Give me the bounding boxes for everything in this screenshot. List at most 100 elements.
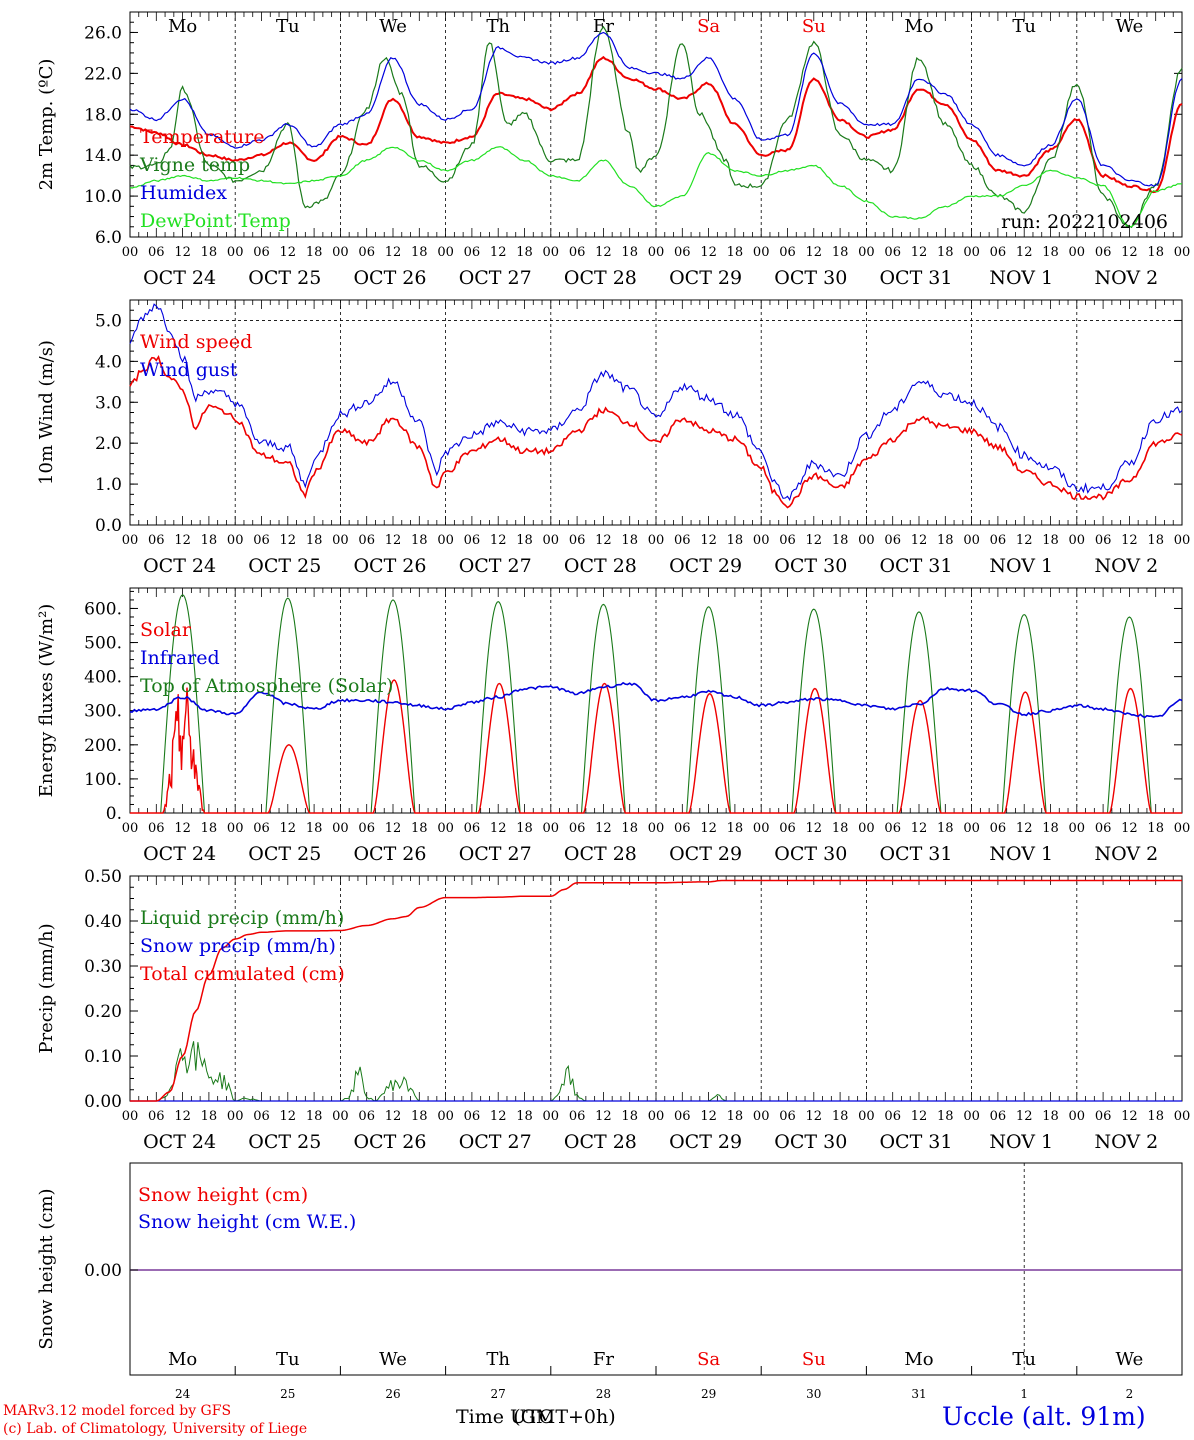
panel-2-hour-label: 18 [1147,821,1164,836]
panel-4-weekday-label: Mo [168,1349,197,1370]
panel-1-legend-0: Wind speed [140,331,252,353]
weekday-label: Mo [904,16,933,37]
panel-1-hour-label: 12 [1121,533,1138,548]
panel-1-date-label: OCT 27 [459,555,532,577]
panel-0-hour-label: 18 [201,245,218,260]
panel-2-date-label: OCT 31 [879,843,952,865]
panel-0-legend-0: Temperature [140,126,264,148]
panel-0-hour-label: 12 [1121,245,1138,260]
panel-0-y-tick-label: 10.0 [84,187,122,207]
panel-1-hour-label: 18 [937,533,954,548]
panel-2-hour-label: 06 [464,821,481,836]
panel-2-hour-label: 06 [358,821,375,836]
panel-4-weekday-label: Sa [697,1349,720,1370]
panel-3-hour-label: 18 [621,1109,638,1124]
panel-2-hour-label: 12 [806,821,823,836]
panel-1-hour-label: 00 [1069,533,1086,548]
panel-4-day-number: 30 [806,1387,821,1401]
panel-2-hour-label: 00 [1174,821,1191,836]
panel-3-hour-label: 00 [437,1109,454,1124]
panel-1-y-tick-label: 0.0 [95,516,122,536]
panel-1-y-tick-label: 4.0 [95,352,122,372]
panel-1-hour-label: 12 [806,533,823,548]
panel-2-hour-label: 00 [1069,821,1086,836]
panel-2-hour-label: 12 [385,821,402,836]
panel-1-hour-label: 12 [280,533,297,548]
panel-0-date-label: NOV 1 [989,267,1053,289]
panel-4-weekday-label: Fr [593,1349,614,1370]
panel-0-date-label: OCT 24 [143,267,216,289]
panel-3-hour-label: 06 [148,1109,165,1124]
panel-2-hour-label: 06 [779,821,796,836]
weekday-label: Mo [168,16,197,37]
panel-3-hour-label: 00 [858,1109,875,1124]
panel-0-hour-label: 12 [595,245,612,260]
panel-1-hour-label: 00 [648,533,665,548]
panel-0-hour-label: 18 [1147,245,1164,260]
panel-3-hour-label: 18 [516,1109,533,1124]
panel-2-hour-label: 18 [621,821,638,836]
panel-1-hour-label: 18 [516,533,533,548]
panel-0-hour-label: 06 [464,245,481,260]
panel-0-legend-3: DewPoint Temp [140,210,291,232]
panel-3-hour-label: 00 [122,1109,139,1124]
panel-3-hour-label: 18 [411,1109,428,1124]
panel-4-day-number: 24 [175,1387,191,1401]
panel-3-hour-label: 18 [832,1109,849,1124]
panel-2-hour-label: 00 [858,821,875,836]
panel-2-hour-label: 00 [332,821,349,836]
panel-4-weekday-label: We [379,1349,407,1370]
panel-3-hour-label: 00 [963,1109,980,1124]
panel-1-hour-label: 18 [621,533,638,548]
panel-3-legend-1: Snow precip (mm/h) [140,935,336,957]
panel-2-hour-label: 06 [990,821,1007,836]
panel-1-hour-label: 06 [569,533,586,548]
panel-1-date-label: OCT 26 [353,555,426,577]
panel-0-hour-label: 12 [490,245,507,260]
panel-2-hour-label: 00 [753,821,770,836]
panel-1-hour-label: 00 [122,533,139,548]
panel-4-y-axis-label: Snow height (cm) [36,1188,57,1349]
panel-2-hour-label: 00 [648,821,665,836]
panel-2-hour-label: 12 [1016,821,1033,836]
panel-4-legend-1: Snow height (cm W.E.) [138,1211,356,1233]
panel-0-date-label: OCT 26 [353,267,426,289]
panel-3-hour-label: 12 [280,1109,297,1124]
panel-0-hour-label: 00 [858,245,875,260]
panel-3-hour-label: 12 [595,1109,612,1124]
panel-3-y-tick-label: 0.10 [84,1047,122,1067]
panel-2-y-tick-label: 300. [84,702,122,722]
panel-0-hour-label: 12 [1016,245,1033,260]
weekday-label: Sa [697,16,720,37]
panel-4-weekday-label: Mo [904,1349,933,1370]
panel-2-y-tick-label: 0. [106,804,122,824]
panel-3-hour-label: 06 [779,1109,796,1124]
panel-2-date-label: OCT 27 [459,843,532,865]
panel-3-hour-label: 06 [464,1109,481,1124]
panel-2-hour-label: 18 [516,821,533,836]
panel-0-hour-label: 00 [648,245,665,260]
panel-2-date-label: OCT 25 [248,843,321,865]
panel-4-weekday-label: We [1116,1349,1144,1370]
panel-4-legend-0: Snow height (cm) [138,1184,308,1206]
panel-2-hour-label: 12 [700,821,717,836]
panel-2-hour-label: 18 [832,821,849,836]
panel-0-hour-label: 00 [1069,245,1086,260]
panel-3-hour-label: 00 [1174,1109,1191,1124]
panel-0-hour-label: 18 [516,245,533,260]
panel-0-hour-label: 12 [174,245,191,260]
panel-0-hour-label: 12 [806,245,823,260]
panel-3-hour-label: 18 [937,1109,954,1124]
panel-2-hour-label: 18 [727,821,744,836]
panel-1-hour-label: 18 [306,533,323,548]
panel-1-hour-label: 12 [911,533,928,548]
panel-3-date-label: OCT 29 [669,1131,742,1153]
panel-1-frame [129,299,1183,526]
panel-0-y-tick-label: 14.0 [84,146,122,166]
panel-0-hour-label: 00 [1174,245,1191,260]
panel-3-hour-label: 12 [911,1109,928,1124]
panel-0-hour-label: 06 [779,245,796,260]
panel-1-date-label: OCT 31 [879,555,952,577]
panel-1-hour-label: 06 [674,533,691,548]
panel-1-date-label: OCT 25 [248,555,321,577]
